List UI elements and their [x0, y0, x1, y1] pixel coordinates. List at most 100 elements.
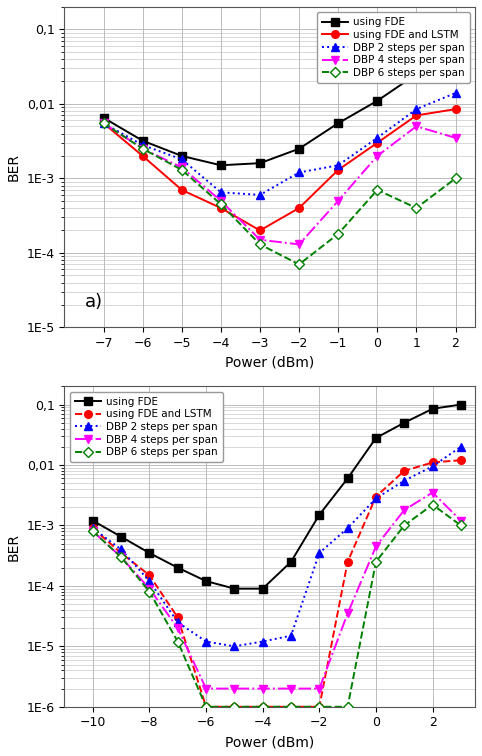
DBP 2 steps per span — [231, 642, 237, 651]
DBP 4 steps per span — [458, 516, 464, 525]
X-axis label: Power (dBm): Power (dBm) — [225, 735, 314, 749]
DBP 6 steps per span — [175, 637, 181, 646]
using FDE — [257, 159, 263, 168]
DBP 2 steps per span — [453, 88, 458, 98]
DBP 2 steps per span — [316, 548, 322, 557]
using FDE — [414, 70, 419, 79]
using FDE — [260, 584, 266, 593]
X-axis label: Power (dBm): Power (dBm) — [225, 355, 314, 370]
using FDE and LSTM — [453, 104, 458, 113]
DBP 4 steps per span — [179, 163, 185, 172]
using FDE — [101, 113, 107, 122]
DBP 2 steps per span — [375, 133, 380, 142]
using FDE and LSTM — [296, 203, 302, 212]
using FDE and LSTM — [458, 456, 464, 465]
DBP 2 steps per span — [402, 476, 407, 485]
DBP 6 steps per span — [118, 553, 124, 562]
Line: using FDE: using FDE — [100, 45, 459, 169]
using FDE — [375, 96, 380, 105]
Line: DBP 2 steps per span: DBP 2 steps per span — [89, 443, 465, 650]
using FDE — [453, 44, 458, 53]
DBP 2 steps per span — [373, 494, 379, 503]
DBP 4 steps per span — [345, 609, 350, 618]
DBP 6 steps per span — [218, 200, 224, 209]
using FDE and LSTM — [373, 492, 379, 501]
using FDE and LSTM — [90, 524, 96, 533]
DBP 4 steps per span — [453, 133, 458, 142]
DBP 2 steps per span — [345, 524, 350, 533]
DBP 6 steps per span — [257, 240, 263, 249]
using FDE — [288, 557, 294, 566]
DBP 4 steps per span — [147, 584, 152, 593]
DBP 6 steps per span — [458, 521, 464, 530]
using FDE and LSTM — [375, 138, 380, 147]
DBP 2 steps per span — [288, 631, 294, 640]
DBP 6 steps per span — [414, 203, 419, 212]
DBP 6 steps per span — [375, 185, 380, 194]
DBP 2 steps per span — [175, 618, 181, 627]
DBP 2 steps per span — [335, 161, 341, 170]
using FDE — [458, 400, 464, 409]
using FDE and LSTM — [260, 702, 266, 711]
using FDE — [345, 474, 350, 483]
DBP 4 steps per span — [140, 144, 146, 153]
DBP 6 steps per span — [335, 229, 341, 238]
DBP 4 steps per span — [373, 542, 379, 551]
DBP 6 steps per span — [260, 702, 266, 711]
DBP 4 steps per span — [375, 151, 380, 160]
Y-axis label: BER: BER — [7, 153, 21, 181]
DBP 2 steps per span — [429, 462, 435, 471]
using FDE and LSTM — [101, 119, 107, 128]
DBP 2 steps per span — [296, 168, 302, 177]
DBP 6 steps per span — [296, 260, 302, 269]
DBP 4 steps per span — [218, 197, 224, 206]
DBP 4 steps per span — [101, 119, 107, 128]
using FDE and LSTM — [175, 613, 181, 622]
DBP 6 steps per span — [179, 166, 185, 175]
DBP 4 steps per span — [402, 506, 407, 515]
DBP 6 steps per span — [90, 527, 96, 536]
DBP 2 steps per span — [414, 104, 419, 113]
DBP 4 steps per span — [260, 684, 266, 693]
using FDE and LSTM — [257, 226, 263, 235]
using FDE — [175, 563, 181, 572]
DBP 4 steps per span — [231, 684, 237, 693]
DBP 6 steps per span — [231, 702, 237, 711]
DBP 2 steps per span — [257, 191, 263, 200]
DBP 2 steps per span — [140, 141, 146, 150]
using FDE — [296, 144, 302, 153]
using FDE and LSTM — [402, 466, 407, 476]
using FDE — [179, 151, 185, 160]
Line: using FDE and LSTM: using FDE and LSTM — [89, 457, 465, 711]
DBP 4 steps per span — [335, 197, 341, 206]
DBP 4 steps per span — [288, 684, 294, 693]
using FDE and LSTM — [218, 203, 224, 212]
DBP 6 steps per span — [373, 557, 379, 566]
DBP 2 steps per span — [101, 119, 107, 128]
Line: DBP 2 steps per span: DBP 2 steps per span — [100, 89, 459, 199]
DBP 4 steps per span — [414, 122, 419, 131]
Line: DBP 4 steps per span: DBP 4 steps per span — [100, 119, 459, 248]
using FDE — [147, 548, 152, 557]
DBP 2 steps per span — [218, 187, 224, 197]
Y-axis label: BER: BER — [7, 532, 21, 560]
DBP 6 steps per span — [101, 119, 107, 128]
using FDE and LSTM — [140, 151, 146, 160]
Line: using FDE and LSTM: using FDE and LSTM — [100, 105, 459, 234]
DBP 6 steps per span — [429, 500, 435, 510]
using FDE and LSTM — [147, 571, 152, 580]
DBP 6 steps per span — [402, 521, 407, 530]
DBP 6 steps per span — [288, 702, 294, 711]
DBP 6 steps per span — [203, 702, 209, 711]
DBP 6 steps per span — [453, 174, 458, 183]
DBP 2 steps per span — [203, 637, 209, 646]
DBP 4 steps per span — [175, 624, 181, 633]
DBP 4 steps per span — [316, 684, 322, 693]
Line: DBP 4 steps per span: DBP 4 steps per span — [89, 488, 465, 692]
using FDE — [429, 404, 435, 414]
Line: DBP 6 steps per span: DBP 6 steps per span — [89, 501, 465, 711]
using FDE and LSTM — [288, 702, 294, 711]
DBP 2 steps per span — [260, 637, 266, 646]
using FDE — [335, 119, 341, 128]
DBP 2 steps per span — [458, 442, 464, 451]
